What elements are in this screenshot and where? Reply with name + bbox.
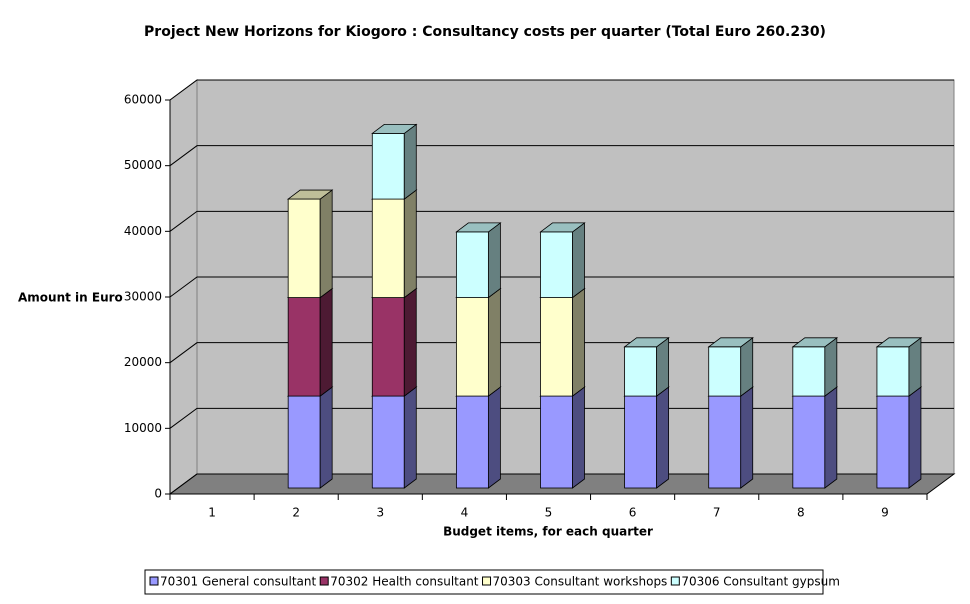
grid-line [169, 145, 954, 167]
bar-side [824, 386, 838, 489]
y-tick-label: 60000 [124, 93, 162, 107]
grid-line [169, 407, 954, 429]
grid-line [169, 473, 954, 495]
y-tick-label: 10000 [124, 421, 162, 435]
bar [287, 395, 321, 489]
bar-side [740, 386, 754, 489]
bar [876, 346, 910, 397]
grid-line [169, 276, 954, 298]
y-tick-label: 50000 [124, 158, 162, 172]
y-axis-label: Amount in Euro [18, 291, 123, 305]
bar-side [740, 337, 754, 397]
x-axis-label: Budget items, for each quarter [443, 525, 653, 539]
bar [792, 395, 826, 489]
bar [455, 395, 489, 489]
bar [455, 231, 489, 298]
y-tick-label: 20000 [124, 355, 162, 369]
legend-label: 70303 Consultant workshops [493, 575, 668, 589]
x-tick-label: 2 [292, 506, 300, 520]
bar [455, 297, 489, 397]
bar [876, 395, 910, 489]
bar [287, 297, 321, 397]
y-tick-label: 40000 [124, 224, 162, 238]
bar [540, 297, 573, 397]
bar-side [656, 337, 670, 397]
bar-top [707, 337, 754, 348]
bar-side [403, 287, 417, 397]
bar [540, 231, 573, 298]
y-tick-label: 30000 [124, 290, 162, 304]
bar-top [623, 337, 670, 348]
x-tick-label: 8 [797, 506, 805, 520]
bar [371, 132, 405, 200]
bar-top [286, 189, 334, 200]
x-tick-label: 9 [881, 506, 889, 520]
bar-top [875, 337, 923, 348]
bar-side [824, 337, 838, 397]
bar-side [319, 386, 333, 489]
bar-side [403, 189, 417, 299]
grid-line [169, 79, 954, 101]
legend-swatch [149, 576, 159, 586]
bar [624, 346, 658, 397]
x-tick-label: 7 [713, 506, 721, 520]
bar [287, 198, 321, 298]
chart-title: Project New Horizons for Kiogoro : Consu… [144, 24, 826, 40]
bar-top [455, 222, 502, 233]
bar-side [908, 386, 922, 489]
x-tick-label: 4 [461, 506, 469, 520]
bar-side [572, 287, 585, 397]
legend-label: 70306 Consultant gypsum [681, 575, 840, 589]
bar-side [319, 287, 333, 397]
x-tick-label: 3 [376, 506, 384, 520]
bar [371, 297, 405, 397]
bar-side [908, 337, 922, 397]
legend-swatch [482, 576, 492, 586]
bar-side [403, 386, 417, 489]
bar-side [403, 123, 417, 200]
x-tick-label: 6 [629, 506, 637, 520]
bar [624, 395, 658, 489]
legend-label: 70302 Health consultant [330, 575, 479, 589]
bar-top [539, 222, 586, 233]
bar-top [371, 124, 418, 134]
bar [792, 346, 826, 397]
bar-side [319, 189, 333, 299]
bar-side [487, 386, 501, 489]
bar [708, 346, 742, 397]
bar-side [572, 222, 585, 299]
legend-swatch [670, 576, 680, 586]
bar [708, 395, 742, 489]
bar [540, 395, 573, 489]
x-tick-label: 5 [545, 506, 553, 520]
grid-line [169, 342, 954, 364]
bar [371, 395, 405, 489]
x-tick-label: 1 [208, 506, 216, 520]
bar-side [487, 222, 501, 299]
bar-side [572, 386, 585, 489]
y-tick-label: 0 [154, 487, 162, 501]
bar [371, 198, 405, 298]
legend-swatch [319, 576, 329, 586]
legend-label: 70301 General consultant [160, 575, 316, 589]
bar-side [656, 386, 670, 489]
bar-side [487, 287, 501, 397]
grid-line [169, 210, 954, 232]
bar-top [791, 337, 839, 348]
